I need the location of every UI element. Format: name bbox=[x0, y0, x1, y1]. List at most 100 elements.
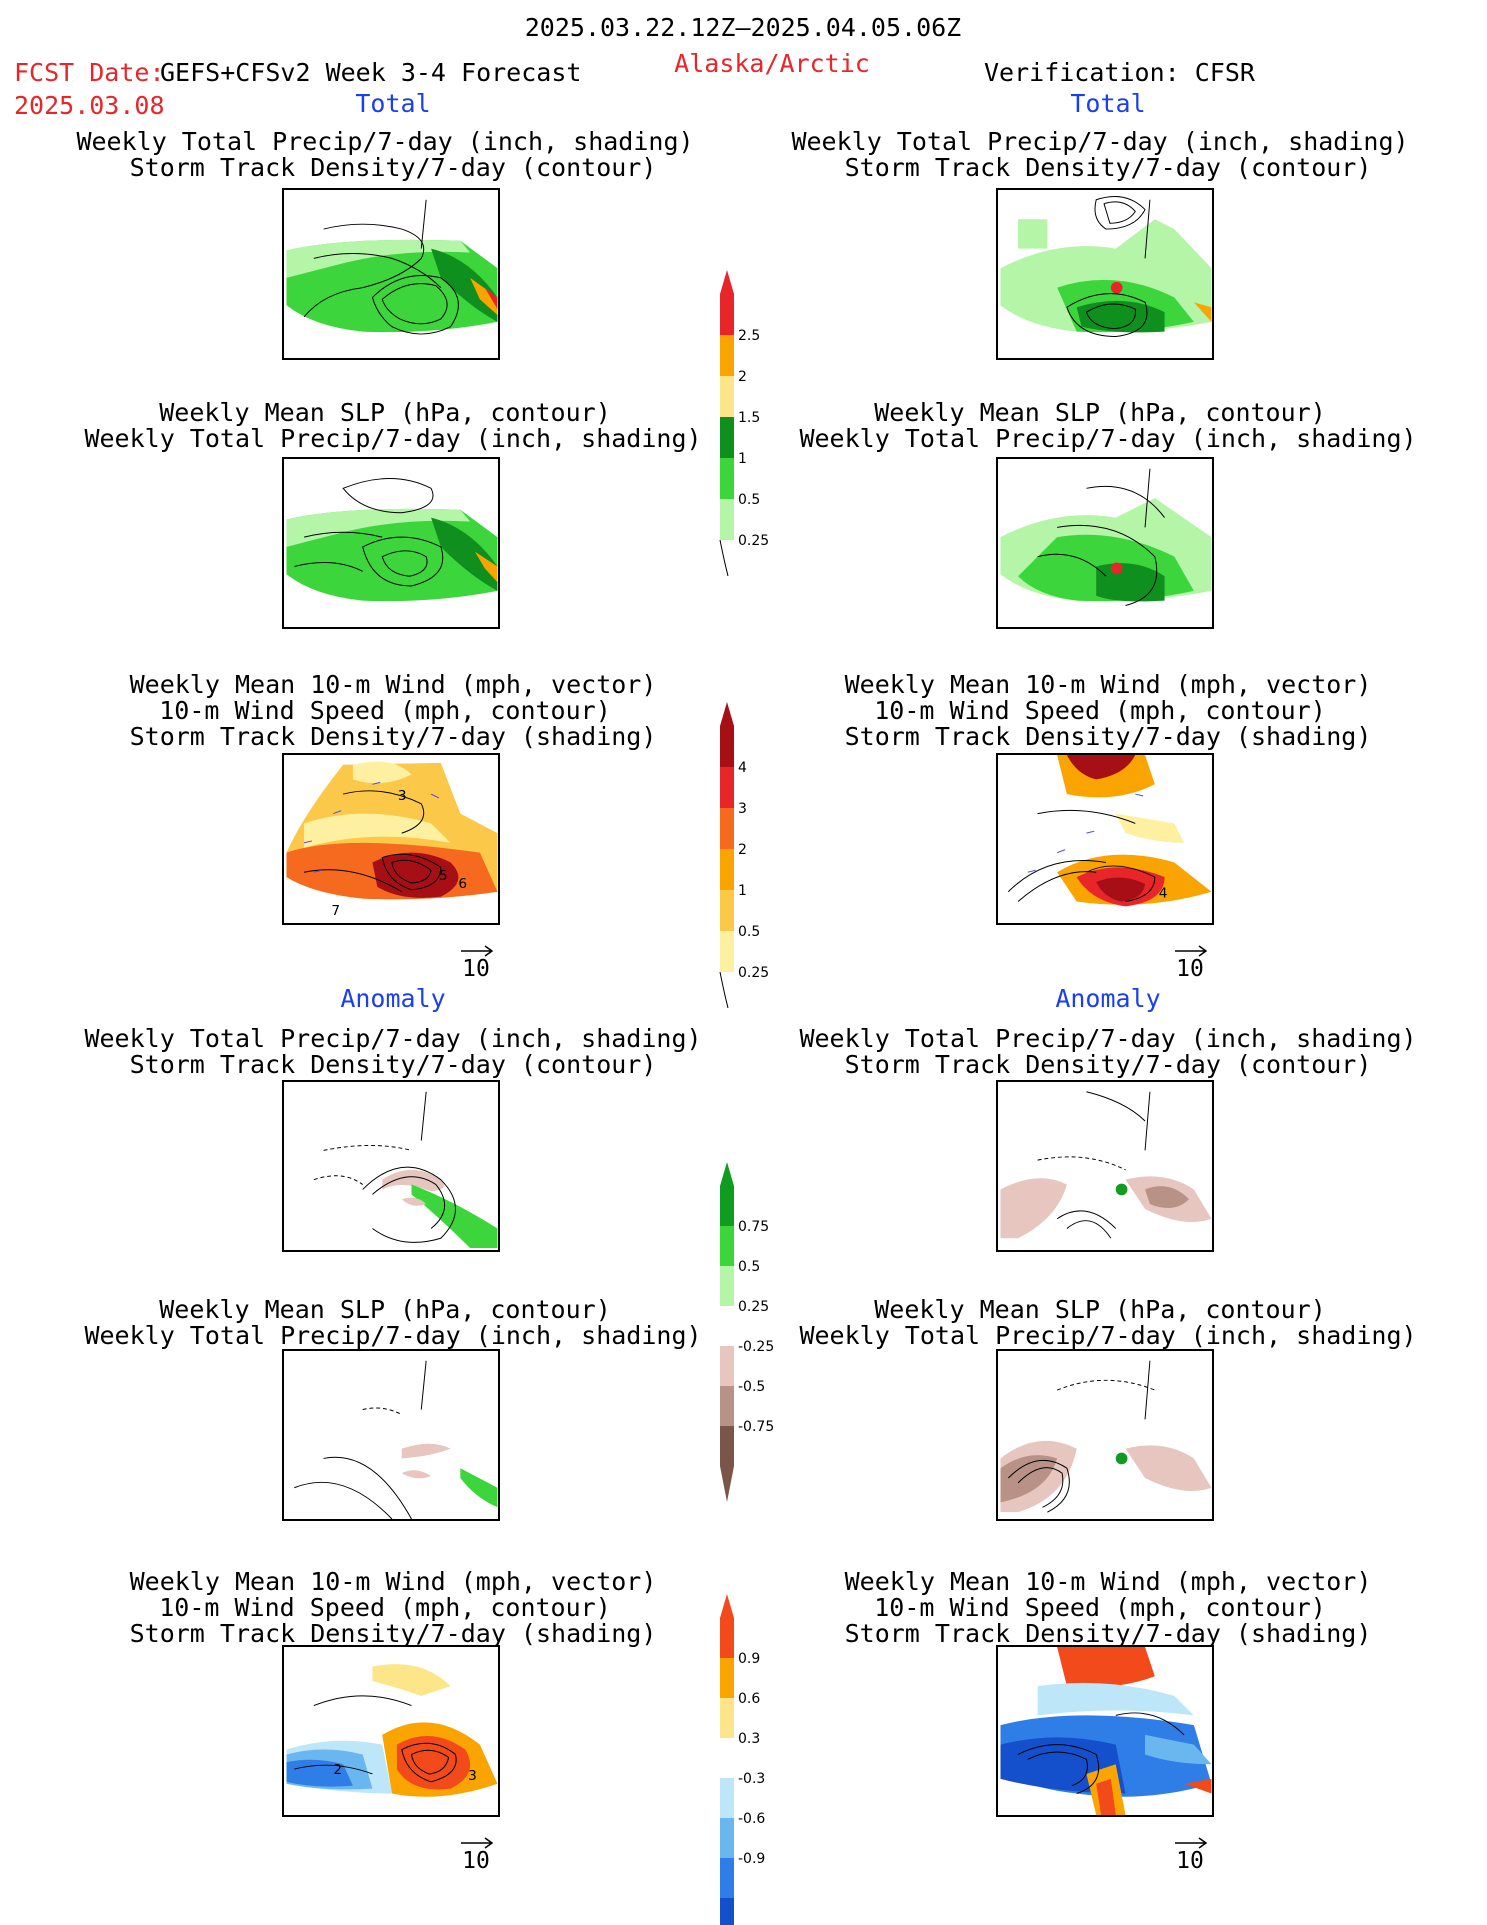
colorbar-tick-label: 0.5 bbox=[738, 1259, 760, 1275]
colorbar-tick-label: 0.25 bbox=[738, 533, 769, 549]
colorbar-segment bbox=[720, 1658, 734, 1698]
colorbar-tick-label: -0.9 bbox=[738, 1851, 765, 1867]
colorbar-segment bbox=[720, 376, 734, 417]
colorbar-tick-label: -0.75 bbox=[738, 1419, 774, 1435]
map-fcst-total-precip-storm bbox=[282, 188, 500, 360]
colorbar-tick-label: 0.6 bbox=[738, 1691, 760, 1707]
colorbar-segment bbox=[720, 417, 734, 458]
colorbar-segment bbox=[720, 1858, 734, 1898]
title-r6-b: 10-m Wind Speed (mph, contour) bbox=[874, 1593, 1326, 1622]
contour-label: 3 bbox=[398, 788, 407, 804]
colorbar-tick-label: 0.9 bbox=[738, 1651, 760, 1667]
colorbar-tick-label: 0.3 bbox=[738, 1731, 760, 1747]
colorbar-tick-label: 0.75 bbox=[738, 1219, 769, 1235]
colorbar-tick-label: 2.5 bbox=[738, 328, 760, 344]
colorbar-segment bbox=[720, 458, 734, 499]
title-l6-a: Weekly Mean 10-m Wind (mph, vector) bbox=[129, 1567, 657, 1596]
title-r6-c: Storm Track Density/7-day (shading) bbox=[844, 1619, 1372, 1648]
colorbar-segment bbox=[720, 1346, 734, 1386]
contour-label: 6 bbox=[458, 876, 467, 892]
vector-ref-label: 10 bbox=[462, 956, 490, 982]
map-fcst-anom-precip-storm bbox=[282, 1080, 500, 1252]
contour-label: 5 bbox=[439, 868, 448, 884]
colorbar-tick-label: -0.3 bbox=[738, 1771, 765, 1787]
colorbar-top-arrow bbox=[720, 1594, 734, 1618]
title-r6-a: Weekly Mean 10-m Wind (mph, vector) bbox=[844, 1567, 1372, 1596]
title-l6-c: Storm Track Density/7-day (shading) bbox=[129, 1619, 657, 1648]
colorbar-tick-label: 3 bbox=[738, 801, 747, 817]
forecast-name: GEFS+CFSv2 Week 3-4 Forecast bbox=[160, 58, 582, 87]
colorbar-tick-label: 2 bbox=[738, 369, 747, 385]
title-l6-b: 10-m Wind Speed (mph, contour) bbox=[159, 1593, 611, 1622]
colorbar-bottom-tail bbox=[719, 971, 729, 1009]
colorbar-segment bbox=[720, 808, 734, 849]
colorbar-tick-label: 0.25 bbox=[738, 965, 769, 981]
colorbar-top-arrow bbox=[720, 270, 734, 294]
colorbar-tick-label: 0.5 bbox=[738, 924, 760, 940]
section-anomaly-left: Anomaly bbox=[340, 984, 446, 1013]
colorbar-tick-label: 2 bbox=[738, 842, 747, 858]
vector-ref-label: 10 bbox=[1176, 956, 1204, 982]
colorbar-segment bbox=[720, 294, 734, 335]
title-r2-b: Weekly Total Precip/7-day (inch, shading… bbox=[799, 424, 1417, 453]
contour-label: 7 bbox=[331, 903, 340, 919]
colorbar-storm-total: 4 3 2 1 0.5 0.25 bbox=[718, 700, 798, 1009]
title-l2-a: Weekly Mean SLP (hPa, contour) bbox=[159, 398, 611, 427]
colorbar-segment bbox=[720, 1426, 734, 1466]
colorbar-tick-label: 1 bbox=[738, 451, 747, 467]
colorbar-segment bbox=[720, 849, 734, 890]
title-l4-a: Weekly Total Precip/7-day (inch, shading… bbox=[84, 1024, 702, 1053]
vector-ref-arrow bbox=[1173, 1830, 1209, 1855]
colorbar-segment bbox=[720, 1226, 734, 1266]
map-obs-anom-slp-precip bbox=[996, 1349, 1214, 1521]
title-r3-b: 10-m Wind Speed (mph, contour) bbox=[874, 696, 1326, 725]
map-obs-total-slp-precip bbox=[996, 457, 1214, 629]
section-total-left: Total bbox=[355, 89, 431, 118]
colorbar-segment bbox=[720, 767, 734, 808]
vector-ref-label: 10 bbox=[462, 1848, 490, 1874]
title-l3-c: Storm Track Density/7-day (shading) bbox=[129, 722, 657, 751]
title-r5-a: Weekly Mean SLP (hPa, contour) bbox=[874, 1295, 1326, 1324]
colorbar-tick-label: -0.6 bbox=[738, 1811, 765, 1827]
colorbar-segment bbox=[720, 1738, 734, 1778]
colorbar-top-arrow bbox=[720, 1162, 734, 1186]
title-r4-b: Storm Track Density/7-day (contour) bbox=[844, 1050, 1372, 1079]
contour-label: 4 bbox=[1159, 886, 1168, 902]
vector-ref-arrow bbox=[459, 1830, 495, 1855]
colorbar-segment bbox=[720, 335, 734, 376]
colorbar-top-arrow bbox=[720, 702, 734, 726]
title-l5-a: Weekly Mean SLP (hPa, contour) bbox=[159, 1295, 611, 1324]
title-r3-c: Storm Track Density/7-day (shading) bbox=[844, 722, 1372, 751]
colorbar-storm-anom: 0.9 0.6 0.3 -0.3 -0.6 -0.9 bbox=[718, 1592, 798, 1925]
colorbar-tick-label: -0.5 bbox=[738, 1379, 765, 1395]
fcst-date: 2025.03.08 bbox=[14, 91, 165, 120]
colorbar-precip-total: 2.5 2 1.5 1 0.5 0.25 bbox=[718, 268, 798, 577]
section-total-right: Total bbox=[1070, 89, 1146, 118]
title-r3-a: Weekly Mean 10-m Wind (mph, vector) bbox=[844, 670, 1372, 699]
title-r5-b: Weekly Total Precip/7-day (inch, shading… bbox=[799, 1321, 1417, 1350]
colorbar-bottom-tail bbox=[720, 1466, 734, 1502]
colorbar-segment bbox=[720, 890, 734, 931]
map-obs-anom-wind-storm bbox=[996, 1645, 1214, 1817]
colorbar-segment bbox=[720, 1898, 734, 1925]
vector-ref-label: 10 bbox=[1176, 1848, 1204, 1874]
colorbar-precip-anom: 0.75 0.5 0.25 -0.25 -0.5 -0.75 bbox=[718, 1160, 798, 1502]
colorbar-segment bbox=[720, 1818, 734, 1858]
title-l4-b: Storm Track Density/7-day (contour) bbox=[129, 1050, 657, 1079]
colorbar-tick-label: -0.25 bbox=[738, 1339, 774, 1355]
title-r1-a: Weekly Total Precip/7-day (inch, shading… bbox=[791, 127, 1409, 156]
colorbar-bottom-tail bbox=[719, 539, 729, 577]
contour-label: 2 bbox=[333, 1762, 342, 1778]
colorbar-tick-label: 4 bbox=[738, 760, 747, 776]
colorbar-segment bbox=[720, 1618, 734, 1658]
map-obs-anom-precip-storm bbox=[996, 1080, 1214, 1252]
map-fcst-anom-slp-precip bbox=[282, 1349, 500, 1521]
colorbar-segment bbox=[720, 1186, 734, 1226]
colorbar-segment bbox=[720, 1778, 734, 1818]
map-fcst-total-slp-precip bbox=[282, 457, 500, 629]
map-fcst-anom-wind-storm: 2 3 bbox=[282, 1645, 500, 1817]
title-l5-b: Weekly Total Precip/7-day (inch, shading… bbox=[84, 1321, 702, 1350]
colorbar-tick-label: 0.25 bbox=[738, 1299, 769, 1315]
contour-label: 3 bbox=[468, 1768, 477, 1784]
fcst-date-label: FCST Date: bbox=[14, 58, 165, 87]
